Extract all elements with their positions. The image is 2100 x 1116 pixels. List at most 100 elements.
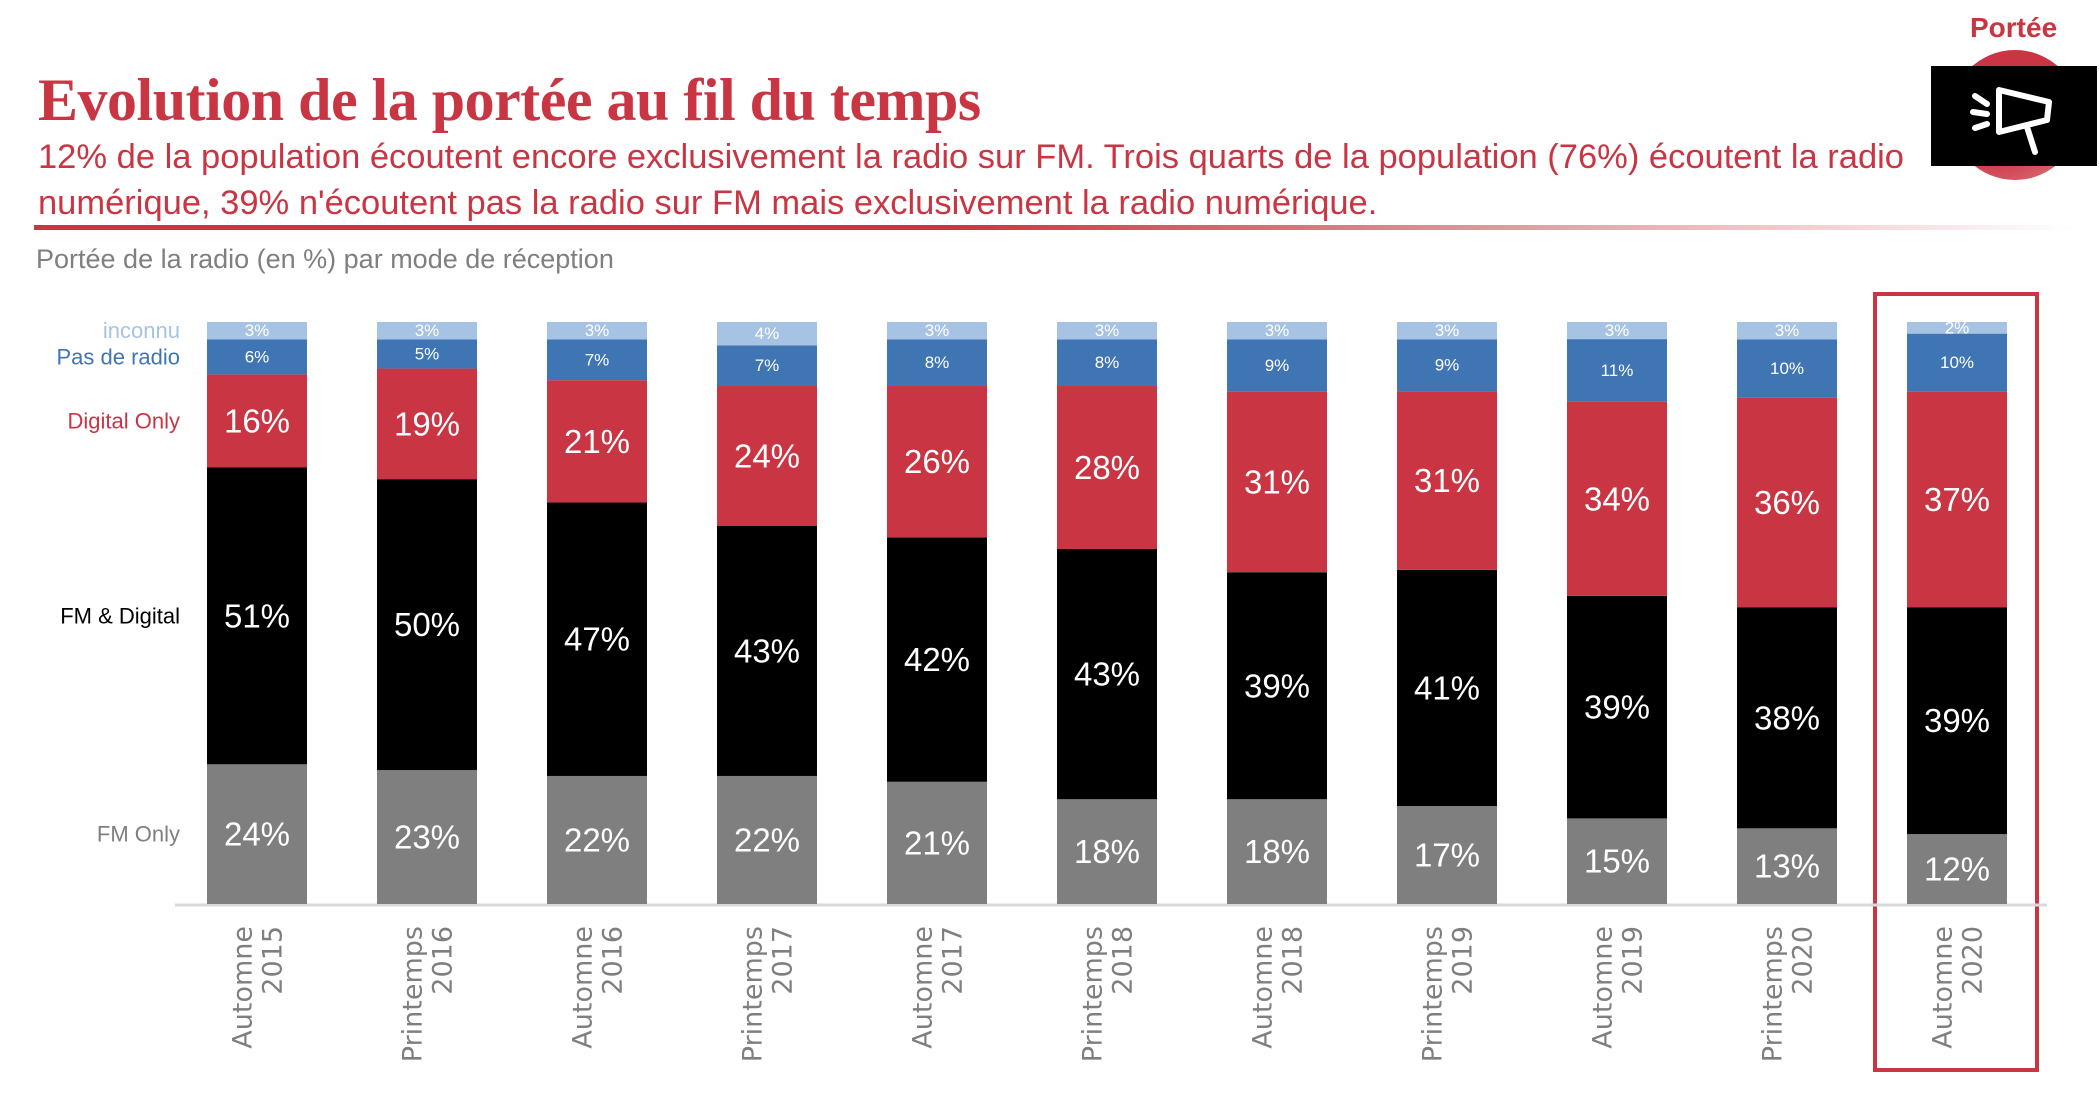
data-label: 23% bbox=[394, 819, 460, 856]
data-label: 31% bbox=[1414, 462, 1480, 499]
x-tick-label: Automne 2018 bbox=[1248, 926, 1309, 1049]
x-tick-label-line: Automne bbox=[1928, 926, 1959, 1049]
bar-segment bbox=[887, 339, 987, 387]
bar-segment bbox=[1397, 339, 1497, 392]
bar-segment bbox=[1227, 322, 1327, 340]
bar-segment bbox=[1057, 386, 1157, 549]
data-label: 3% bbox=[1775, 321, 1800, 340]
bar-segment bbox=[1397, 569, 1497, 807]
data-label: 19% bbox=[394, 405, 460, 442]
bar-segment bbox=[1907, 391, 2007, 608]
x-tick-label: Automne 2015 bbox=[228, 926, 289, 1049]
data-label: 39% bbox=[1924, 702, 1990, 739]
bar-segment bbox=[717, 775, 817, 904]
data-label: 5% bbox=[415, 345, 440, 364]
data-label: 3% bbox=[415, 321, 440, 340]
bar-segment bbox=[1057, 322, 1157, 340]
bar-segment bbox=[207, 322, 307, 340]
x-tick-label: Printemps 2017 bbox=[738, 926, 799, 1062]
x-tick-label-line: 2016 bbox=[598, 926, 629, 995]
bar-segment bbox=[1907, 322, 2007, 334]
x-tick-label-line: Printemps bbox=[1418, 926, 1449, 1062]
x-tick-label-line: 2017 bbox=[768, 926, 799, 995]
x-tick-label: Printemps 2016 bbox=[398, 926, 459, 1062]
data-label: 13% bbox=[1754, 848, 1820, 885]
data-label: 7% bbox=[585, 350, 610, 369]
data-label: 22% bbox=[734, 821, 800, 858]
x-tick-label-line: 2020 bbox=[1788, 926, 1819, 995]
x-tick-label: Automne 2019 bbox=[1588, 926, 1649, 1049]
title-divider bbox=[34, 225, 2074, 230]
x-tick-label-line: 2019 bbox=[1448, 926, 1479, 995]
bar-segment bbox=[1397, 391, 1497, 570]
bar-segment bbox=[377, 339, 477, 369]
data-label: 10% bbox=[1940, 353, 1974, 372]
x-tick-label-line: Automne bbox=[228, 926, 259, 1049]
x-tick-label: Automne 2017 bbox=[908, 926, 969, 1049]
data-label: 16% bbox=[224, 402, 290, 439]
x-tick-label-line: Printemps bbox=[1078, 926, 1109, 1062]
bar-segment bbox=[1737, 607, 1837, 829]
data-label: 11% bbox=[1601, 361, 1634, 380]
data-label: 39% bbox=[1584, 689, 1650, 726]
bar-segment bbox=[1567, 818, 1667, 904]
x-tick-label-line: Automne bbox=[568, 926, 599, 1049]
legend-label: Pas de radio bbox=[56, 344, 180, 369]
bar-segment bbox=[1737, 828, 1837, 904]
bar-segment bbox=[717, 322, 817, 346]
bar-segment bbox=[1057, 548, 1157, 800]
bar-segment bbox=[1397, 806, 1497, 904]
data-label: 2% bbox=[1945, 318, 1970, 337]
legend-label: FM & Digital bbox=[60, 603, 180, 628]
x-tick-label-line: 2017 bbox=[938, 926, 969, 995]
bar-segment bbox=[547, 322, 647, 340]
bar-segment bbox=[1227, 339, 1327, 392]
x-tick-label: Printemps 2019 bbox=[1418, 926, 1479, 1062]
data-label: 3% bbox=[1435, 321, 1460, 340]
x-tick-label-line: 2016 bbox=[428, 926, 459, 995]
bar-segment bbox=[377, 770, 477, 904]
bar-segment bbox=[1227, 572, 1327, 800]
bar-segment bbox=[377, 368, 477, 480]
x-tick-label: Printemps 2018 bbox=[1078, 926, 1139, 1062]
data-label: 31% bbox=[1244, 464, 1310, 501]
page-title: Evolution de la portée au fil du temps bbox=[38, 67, 981, 133]
data-label: 12% bbox=[1924, 851, 1990, 888]
bar-segment bbox=[207, 374, 307, 468]
data-label: 26% bbox=[904, 443, 970, 480]
x-tick-label-line: 2018 bbox=[1278, 926, 1309, 995]
bar-segment bbox=[887, 322, 987, 340]
bar-segment bbox=[1057, 799, 1157, 904]
data-label: 28% bbox=[1074, 449, 1140, 486]
bar-segment bbox=[1227, 391, 1327, 573]
bar-segment bbox=[207, 467, 307, 765]
x-tick-label-line: Printemps bbox=[738, 926, 769, 1062]
x-tick-label-line: Automne bbox=[1588, 926, 1619, 1049]
bar-segment bbox=[547, 502, 647, 776]
bar-segment bbox=[207, 764, 307, 904]
data-label: 3% bbox=[1265, 321, 1290, 340]
x-tick-label-line: Automne bbox=[908, 926, 939, 1049]
bar-segment bbox=[207, 339, 307, 375]
bar-segment bbox=[1567, 339, 1667, 402]
data-label: 43% bbox=[1074, 656, 1140, 693]
data-label: 3% bbox=[1095, 321, 1120, 340]
data-label: 37% bbox=[1924, 481, 1990, 518]
bar-segment bbox=[1737, 397, 1837, 608]
bar-segment bbox=[717, 345, 817, 387]
data-label: 42% bbox=[904, 641, 970, 678]
bar-segment bbox=[887, 781, 987, 904]
bar-segment bbox=[1397, 322, 1497, 340]
x-tick-label-line: Printemps bbox=[398, 926, 429, 1062]
data-label: 18% bbox=[1244, 833, 1310, 870]
x-tick-label-line: Printemps bbox=[1758, 926, 1789, 1062]
highlight-box bbox=[1873, 292, 2039, 1072]
chart-title: Portée de la radio (en %) par mode de ré… bbox=[36, 244, 614, 274]
data-label: 24% bbox=[734, 437, 800, 474]
bar-segment bbox=[1907, 834, 2007, 904]
data-label: 10% bbox=[1770, 359, 1804, 378]
data-label: 9% bbox=[1265, 356, 1290, 375]
data-label: 3% bbox=[925, 321, 950, 340]
x-tick-label-line: 2020 bbox=[1958, 926, 1989, 995]
